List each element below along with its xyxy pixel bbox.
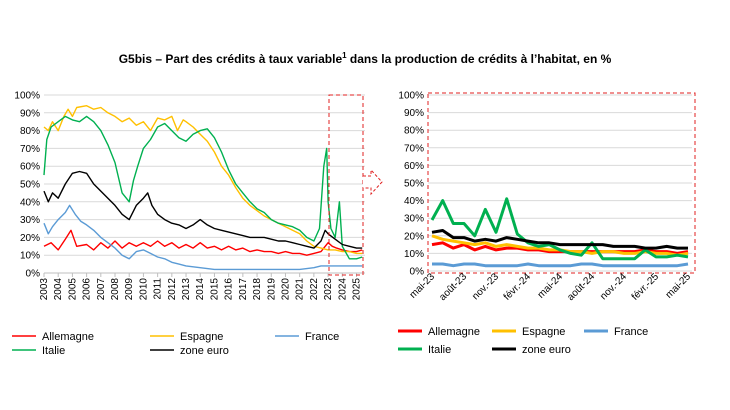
left-x-tick-label: 2004: [53, 278, 64, 301]
left-zoom-box: [328, 94, 364, 276]
right-y-tick-label: 20%: [404, 231, 424, 242]
left-series-italie: [43, 115, 363, 260]
left-x-tick-label: 2022: [309, 278, 320, 301]
left-x-tick-label: 2008: [110, 278, 121, 301]
title-footnote-mark: 1: [342, 51, 347, 60]
right-legend-label-espagne: Espagne: [522, 326, 565, 338]
left-y-tick-label: 40%: [20, 197, 40, 208]
right-y-tick-label: 60%: [404, 161, 424, 172]
left-legend-label-france: France: [305, 331, 339, 343]
right-series-france: [432, 262, 689, 268]
left-x-tick-label: 2024: [337, 278, 348, 301]
right-legend-label-zone-euro: zone euro: [522, 344, 571, 356]
left-x-tick-label: 2023: [323, 278, 334, 301]
left-legend-label-allemagne: Allemagne: [42, 331, 94, 343]
right-chart-zoom-period: 0%10%20%30%40%50%60%70%80%90%100%mai-23 a…: [398, 91, 696, 303]
right-legend-label-france: France: [614, 326, 648, 338]
left-x-tick-label: 2006: [82, 278, 93, 301]
right-zoom-frame: [427, 92, 696, 274]
right-x-tick-label: mai-24: [536, 271, 566, 301]
left-legend-label-italie: Italie: [42, 345, 65, 357]
left-series-espagne: [43, 105, 363, 255]
left-series-allemagne: [43, 229, 363, 256]
left-x-tick-label: 2020: [280, 278, 291, 301]
left-x-tick-label: 2012: [167, 278, 178, 301]
left-y-tick-label: 80%: [20, 126, 40, 137]
left-x-tick-label: 2013: [181, 278, 192, 301]
right-y-tick-label: 70%: [404, 143, 424, 154]
right-series-zone-euro: [431, 229, 688, 250]
left-y-tick-label: 30%: [20, 215, 40, 226]
left-x-tick-label: 2015: [209, 278, 220, 301]
zoom-indicator: [328, 94, 383, 276]
left-x-tick-label: 2005: [67, 278, 78, 301]
right-series-italie: [430, 197, 689, 261]
right-x-tick-label: févr.-24: [502, 271, 534, 303]
left-y-tick-label: 100%: [14, 91, 40, 102]
left-legend-label-espagne: Espagne: [180, 331, 223, 343]
legends: Allemagne Espagne France Italie zone euro All…: [12, 326, 648, 357]
left-x-tick-label: 2025: [351, 278, 362, 301]
left-y-tick-label: 70%: [20, 144, 40, 155]
title-text-end: dans la production de crédits à l’habita…: [346, 52, 612, 66]
left-series-zone-euro: [43, 170, 363, 249]
right-x-tick-label: nov.-23: [470, 271, 501, 302]
left-x-tick-label: 2011: [153, 278, 164, 300]
left-x-tick-label: 2010: [138, 278, 149, 301]
right-y-tick-label: 90%: [404, 108, 424, 119]
right-legend-label-italie: Italie: [428, 344, 451, 356]
left-x-tick-label: 2017: [238, 278, 249, 301]
right-x-tick-label: nov.-24: [598, 271, 629, 302]
zoom-arrow: [363, 168, 383, 196]
right-x-tick-label: août-24: [565, 271, 597, 303]
left-x-tick-label: 2016: [224, 278, 235, 301]
chart-title: G5bis – Part des crédits à taux variable…: [0, 51, 730, 66]
right-y-tick-label: 40%: [404, 196, 424, 207]
left-y-tick-label: 60%: [20, 162, 40, 173]
right-y-tick-label: 100%: [398, 91, 424, 102]
right-legend-label-allemagne: Allemagne: [428, 326, 480, 338]
left-x-tick-label: 2014: [195, 278, 206, 301]
left-chart-full-period: 0%10%20%30%40%50%60%70%80%90%100%2003 200…: [14, 91, 365, 301]
right-x-tick-label: févr.-25: [630, 271, 662, 303]
left-x-tick-label: 2021: [295, 278, 306, 301]
left-y-tick-label: 10%: [20, 251, 40, 262]
left-x-tick-label: 2003: [39, 278, 50, 301]
right-x-tick-label: mai-25: [664, 271, 694, 301]
right-y-tick-label: 80%: [404, 126, 424, 137]
right-y-tick-label: 0%: [410, 267, 425, 278]
left-legend-label-zone-euro: zone euro: [180, 345, 229, 357]
left-x-tick-label: 2019: [266, 278, 277, 301]
title-text: G5bis – Part des crédits à taux variable: [118, 52, 343, 66]
right-x-tick-label: août-23: [437, 271, 469, 303]
right-y-tick-label: 10%: [404, 249, 424, 260]
right-y-tick-label: 50%: [404, 179, 424, 190]
left-x-tick-label: 2007: [96, 278, 107, 301]
left-y-tick-label: 20%: [20, 233, 40, 244]
left-series-france: [43, 204, 363, 271]
left-x-tick-label: 2009: [124, 278, 135, 301]
left-y-tick-label: 0%: [26, 269, 41, 280]
right-y-tick-label: 30%: [404, 214, 424, 225]
left-y-tick-label: 50%: [20, 180, 40, 191]
left-x-tick-label: 2018: [252, 278, 263, 301]
left-y-tick-label: 90%: [20, 108, 40, 119]
